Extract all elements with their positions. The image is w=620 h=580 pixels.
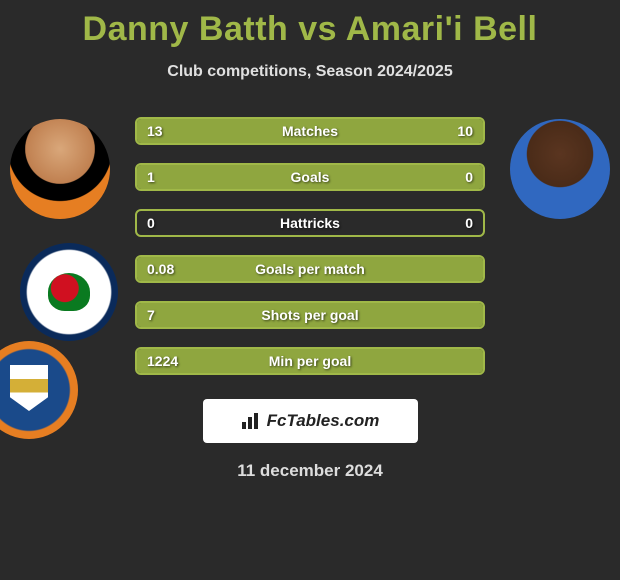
subtitle: Club competitions, Season 2024/2025 [0,63,620,81]
page-title: Danny Batth vs Amari'i Bell [0,0,620,49]
stat-row: 7Shots per goal [135,301,485,329]
stat-label: Goals [137,165,483,189]
player-photo-left [10,119,110,219]
chart-icon [241,412,261,430]
stat-label: Goals per match [137,257,483,281]
stat-row: 1224Min per goal [135,347,485,375]
date-label: 11 december 2024 [0,461,620,481]
club-badge-right [0,341,78,439]
stat-row: 0Hattricks0 [135,209,485,237]
stat-bars: 13Matches101Goals00Hattricks00.08Goals p… [135,117,485,393]
stat-value-right: 0 [465,211,473,235]
stat-label: Matches [137,119,483,143]
comparison-panel: 13Matches101Goals00Hattricks00.08Goals p… [0,111,620,391]
stat-label: Shots per goal [137,303,483,327]
stat-value-right: 10 [457,119,473,143]
stat-label: Min per goal [137,349,483,373]
stat-row: 0.08Goals per match [135,255,485,283]
stat-row: 13Matches10 [135,117,485,145]
stat-label: Hattricks [137,211,483,235]
player-photo-right [510,119,610,219]
branding-label: FcTables.com [241,411,380,431]
branding-box[interactable]: FcTables.com [203,399,418,443]
club-badge-left [20,243,118,341]
stat-value-right: 0 [465,165,473,189]
stat-row: 1Goals0 [135,163,485,191]
